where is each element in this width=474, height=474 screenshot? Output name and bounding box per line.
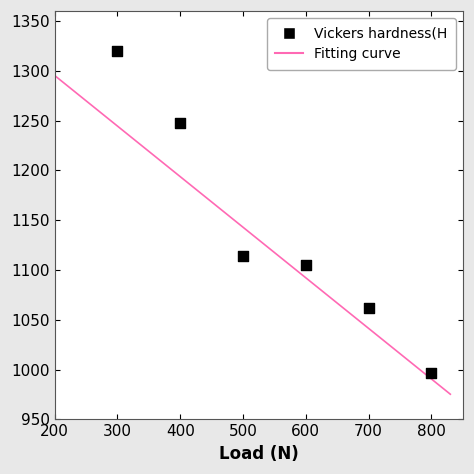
Fitting curve xyxy=(428,375,433,381)
Fitting curve xyxy=(68,85,73,91)
Vickers hardness(H xyxy=(428,369,435,376)
Vickers hardness(H xyxy=(302,261,310,269)
Fitting curve xyxy=(157,157,163,163)
Vickers hardness(H xyxy=(365,304,373,312)
Vickers hardness(H xyxy=(114,47,121,55)
Vickers hardness(H xyxy=(239,252,247,260)
Fitting curve xyxy=(125,132,131,137)
Vickers hardness(H xyxy=(176,119,184,127)
Fitting curve xyxy=(414,364,419,370)
Fitting curve xyxy=(447,392,453,397)
Fitting curve xyxy=(52,73,57,78)
Legend: Vickers hardness(H, Fitting curve: Vickers hardness(H, Fitting curve xyxy=(267,18,456,70)
Fitting curve xyxy=(76,92,82,98)
Line: Fitting curve: Fitting curve xyxy=(55,75,450,394)
X-axis label: Load (N): Load (N) xyxy=(219,445,299,463)
